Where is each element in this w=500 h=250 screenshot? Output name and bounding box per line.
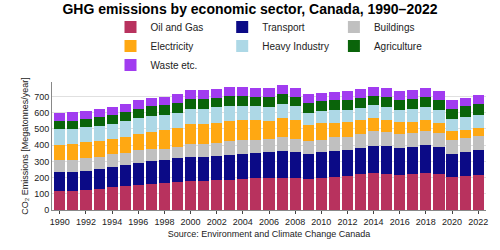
svg-text:200: 200 xyxy=(34,173,49,183)
svg-text:2000: 2000 xyxy=(181,217,201,227)
svg-text:Buildings: Buildings xyxy=(374,22,415,33)
svg-text:1994: 1994 xyxy=(102,217,122,227)
svg-text:600: 600 xyxy=(34,108,49,118)
svg-text:Transport: Transport xyxy=(262,22,305,33)
svg-text:2008: 2008 xyxy=(285,217,305,227)
svg-text:0: 0 xyxy=(44,205,49,215)
svg-text:Source: Environment and Climat: Source: Environment and Climate Change C… xyxy=(168,229,371,239)
svg-text:300: 300 xyxy=(34,157,49,167)
svg-text:CO₂ Emissions [Megatonnes/year: CO₂ Emissions [Megatonnes/year] xyxy=(20,77,30,215)
svg-text:1996: 1996 xyxy=(128,217,148,227)
svg-text:2002: 2002 xyxy=(207,217,227,227)
svg-text:Waste etc.: Waste etc. xyxy=(151,60,198,71)
svg-text:2022: 2022 xyxy=(468,217,488,227)
svg-text:500: 500 xyxy=(34,124,49,134)
svg-text:100: 100 xyxy=(34,189,49,199)
svg-text:Electricity: Electricity xyxy=(151,41,194,52)
svg-text:GHG emissions by economic sect: GHG emissions by economic sector, Canada… xyxy=(62,1,437,17)
svg-text:1998: 1998 xyxy=(154,217,174,227)
svg-text:1990: 1990 xyxy=(50,217,70,227)
svg-text:2018: 2018 xyxy=(416,217,436,227)
svg-text:2012: 2012 xyxy=(337,217,357,227)
svg-text:Agriculture: Agriculture xyxy=(374,41,422,52)
svg-text:2016: 2016 xyxy=(390,217,410,227)
svg-text:2010: 2010 xyxy=(311,217,331,227)
svg-text:2004: 2004 xyxy=(233,217,253,227)
svg-text:Heavy Industry: Heavy Industry xyxy=(262,41,329,52)
svg-text:2014: 2014 xyxy=(364,217,384,227)
svg-text:Oil and Gas: Oil and Gas xyxy=(151,22,204,33)
svg-text:1992: 1992 xyxy=(76,217,96,227)
svg-text:2006: 2006 xyxy=(259,217,279,227)
svg-text:2020: 2020 xyxy=(442,217,462,227)
svg-text:700: 700 xyxy=(34,92,49,102)
svg-text:400: 400 xyxy=(34,140,49,150)
